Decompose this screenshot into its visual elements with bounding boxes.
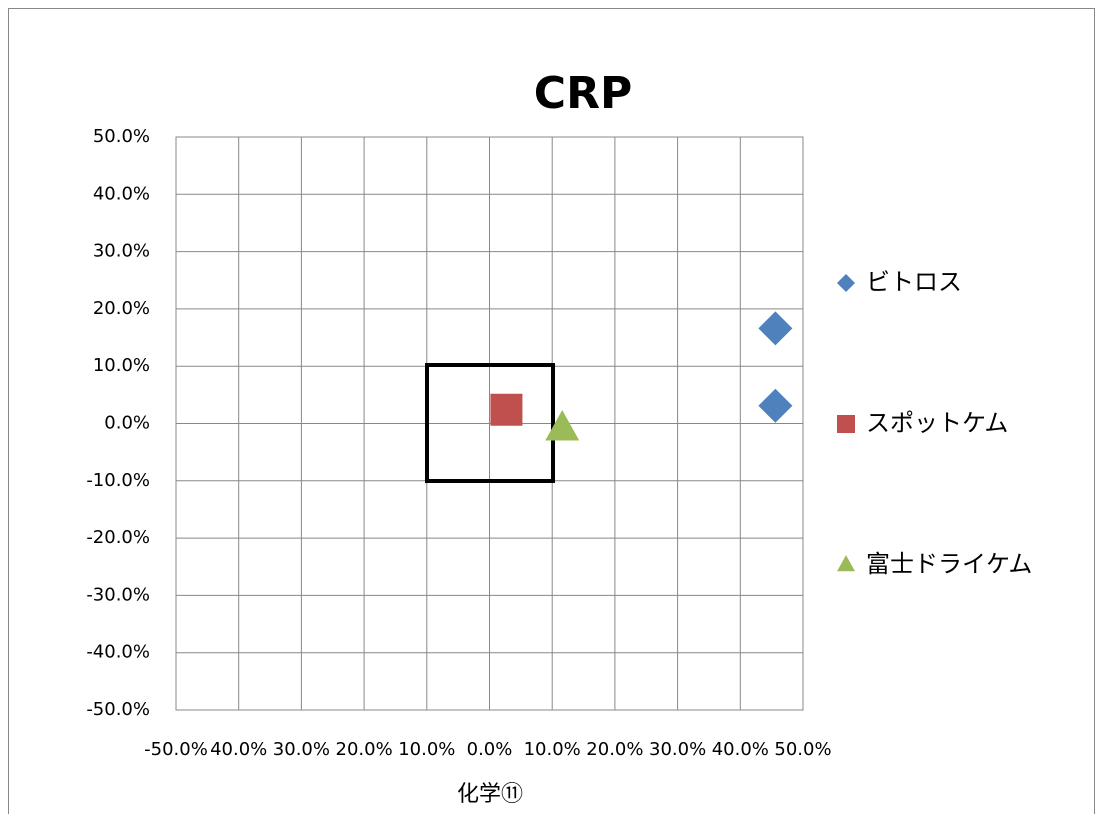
y-tick-label: 40.0%: [93, 183, 150, 204]
legend-label: 富士ドライケム: [866, 550, 1032, 578]
point: [545, 409, 580, 441]
x-tick-label: -50.0%: [144, 739, 208, 760]
y-tick-label: 0.0%: [104, 413, 150, 434]
point: [758, 388, 793, 423]
point: [490, 393, 523, 426]
x-tick-label: 30.0%: [273, 739, 330, 760]
y-tick-label: 50.0%: [93, 126, 150, 147]
legend-label: ビトロス: [866, 268, 962, 296]
x-tick-label: 0.0%: [467, 739, 513, 760]
y-tick-label: 20.0%: [93, 298, 150, 319]
point: [758, 311, 793, 346]
y-tick-label: -10.0%: [86, 470, 150, 491]
y-tick-label: -50.0%: [86, 699, 150, 720]
x-tick-label: 40.0%: [210, 739, 267, 760]
legend-marker: [837, 555, 855, 572]
x-tick-label: 20.0%: [586, 739, 643, 760]
x-tick-label: 20.0%: [336, 739, 393, 760]
chart-title: CRP: [534, 68, 632, 119]
y-tick-label: -20.0%: [86, 527, 150, 548]
x-tick-label: 10.0%: [524, 739, 581, 760]
highlight-box: [425, 363, 555, 483]
legend-label: スポットケム: [866, 409, 1008, 437]
legend-marker: [837, 274, 855, 292]
x-tick-label: 50.0%: [774, 739, 831, 760]
y-tick-label: 10.0%: [93, 355, 150, 376]
x-tick-label: 30.0%: [649, 739, 706, 760]
y-tick-label: -30.0%: [86, 584, 150, 605]
x-axis-label: 化学⑪: [457, 782, 523, 807]
y-tick-label: -40.0%: [86, 642, 150, 663]
x-tick-label: 10.0%: [398, 739, 455, 760]
x-tick-label: 40.0%: [712, 739, 769, 760]
y-tick-label: 30.0%: [93, 241, 150, 262]
legend-marker: [837, 415, 855, 433]
